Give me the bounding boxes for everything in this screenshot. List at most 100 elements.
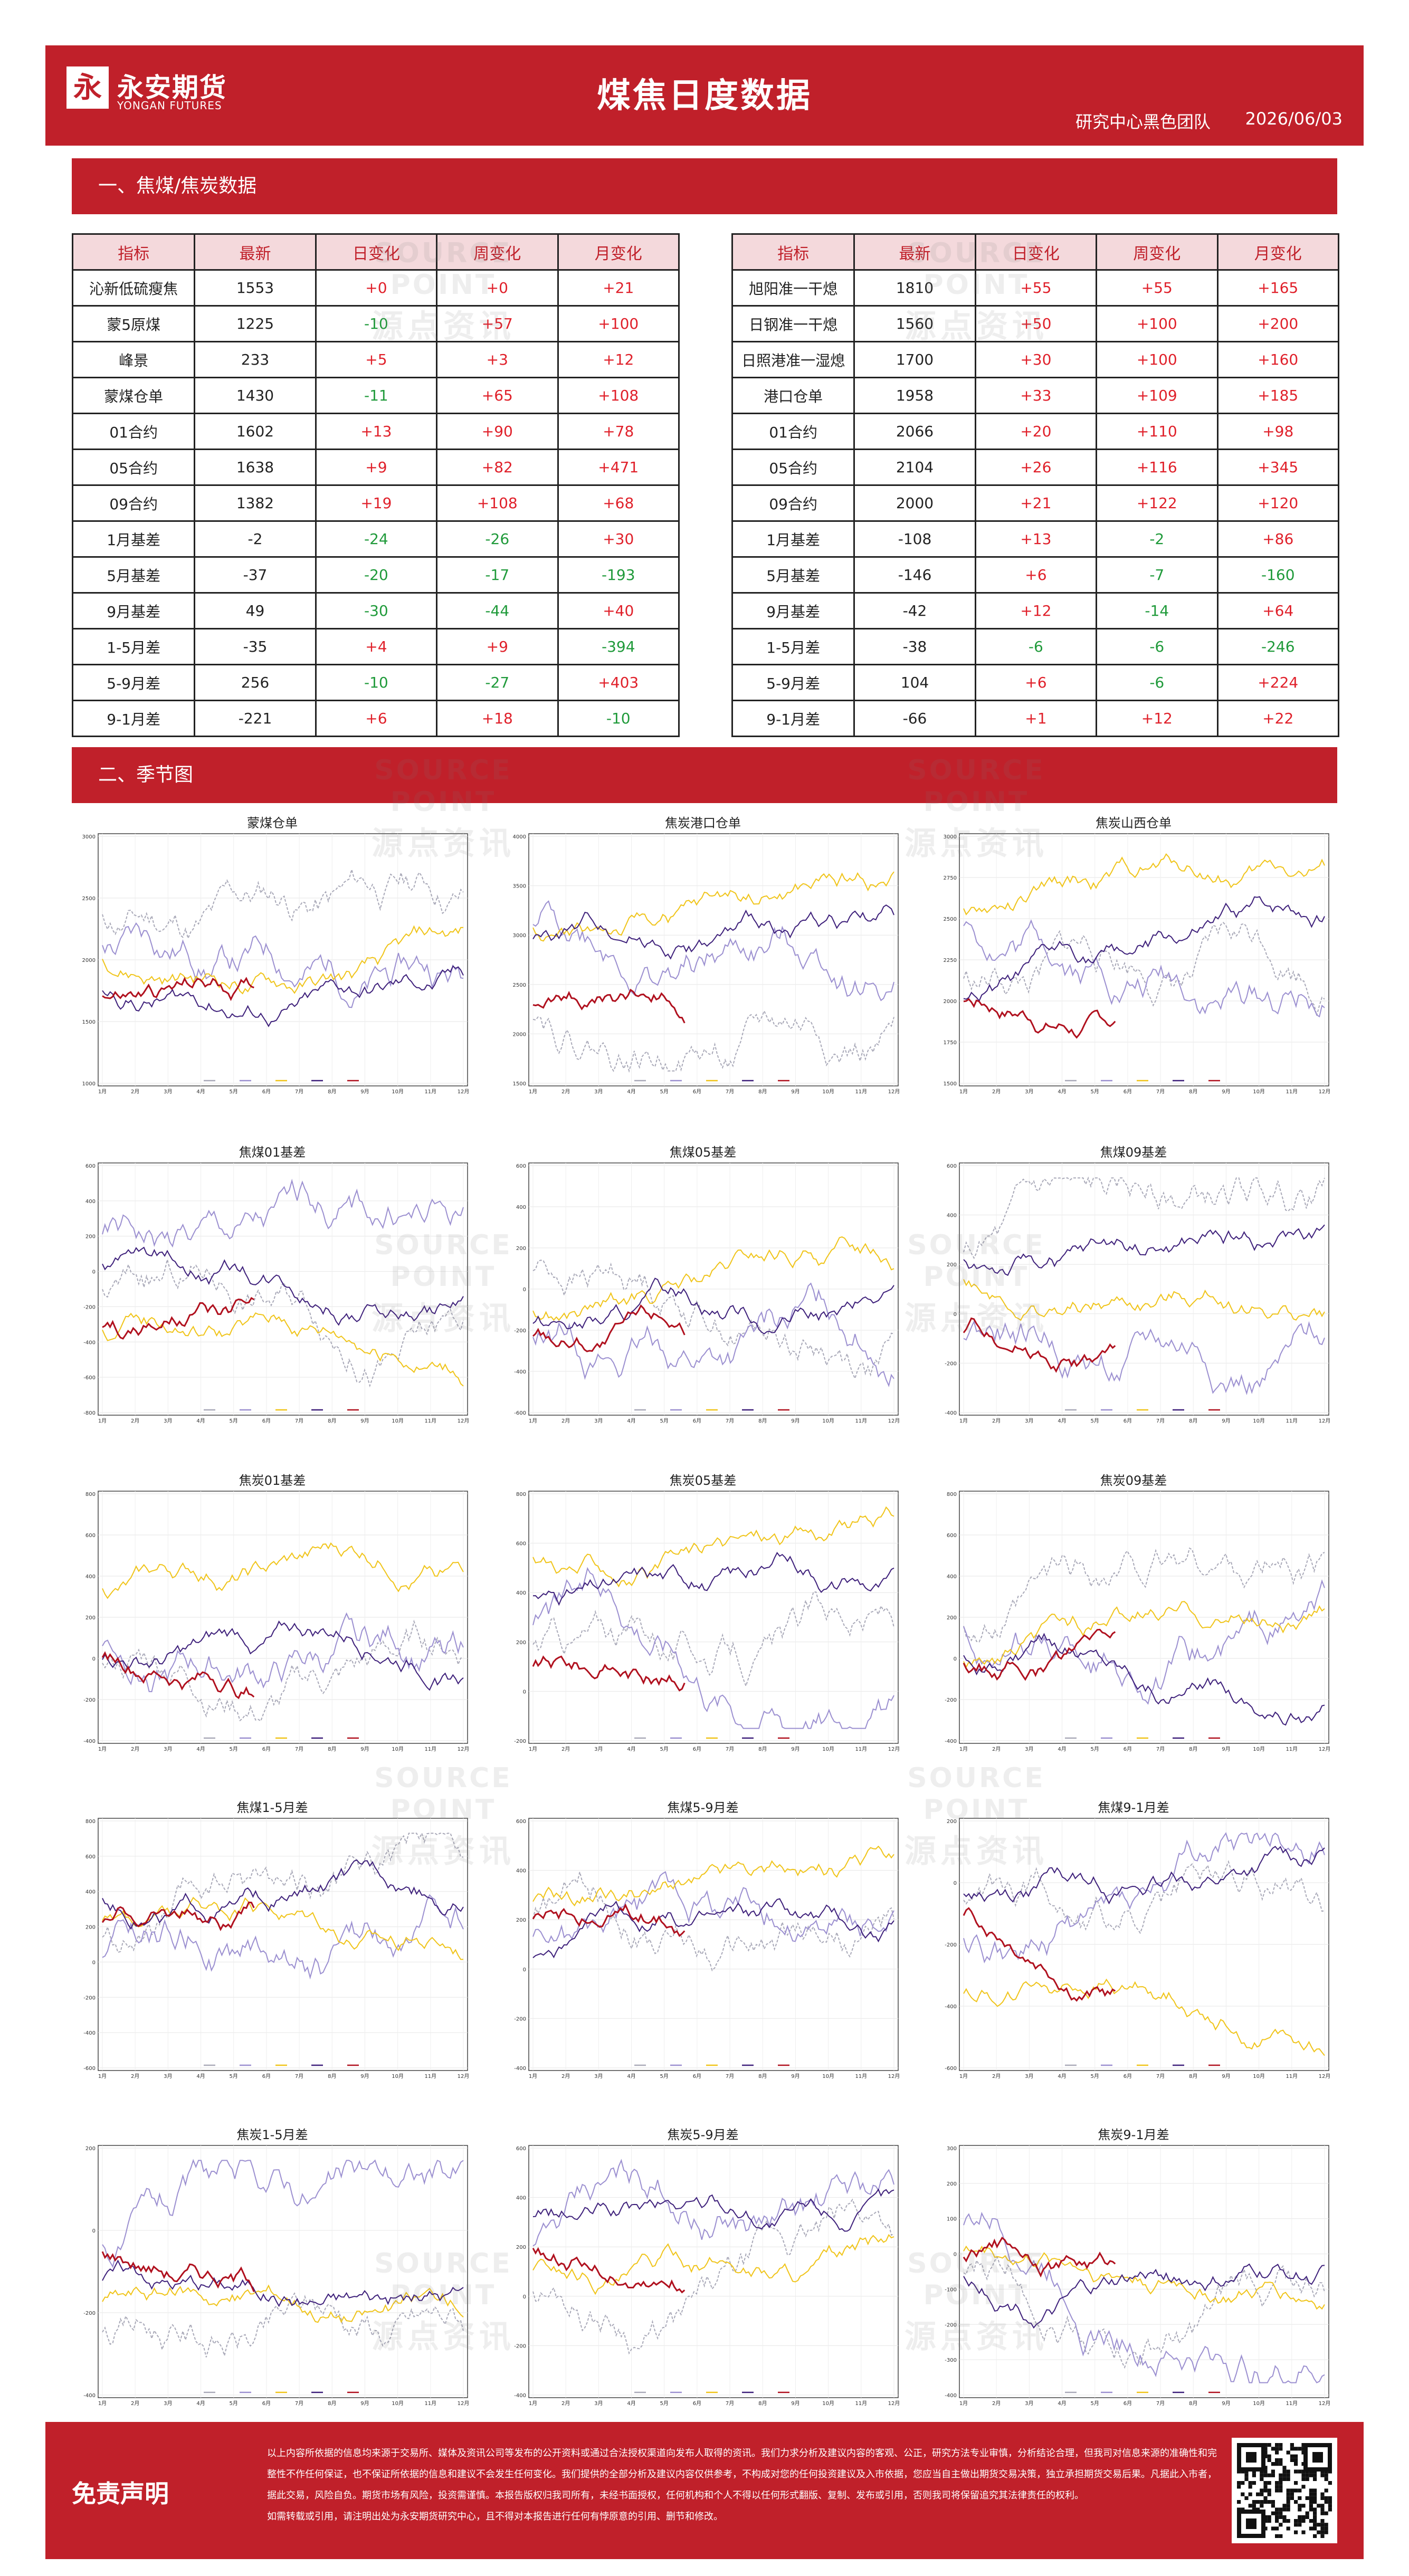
table-row: 日照港准一湿熄 1700 +30 +100 +160 [731,341,1340,378]
change-value: -6 [1096,664,1218,701]
change-value: +19 [315,484,438,522]
seasonal-chart: 焦炭05基差 -200 0 200 400 600 800 1月 2月 3月 4月 5月 6月 7月 8月 9… [502,1470,903,1766]
x-tick-label: 5月 [230,1746,238,1752]
x-tick-label: 1月 [959,2073,968,2079]
y-tick-label: 1000 [82,1081,96,1087]
y-tick-label: 200 [516,1246,526,1252]
indicator-name: 1月基差 [731,520,855,558]
x-tick-label: 5月 [230,1089,238,1095]
series-line [102,1246,464,1326]
y-tick-label: 2000 [944,999,957,1005]
change-value: +26 [974,449,1098,486]
seasonal-chart: 蒙煤仓单 1000 1500 2000 2500 3000 1月 2月 3月 4月 5月 6月 7月 8月… [72,813,473,1108]
x-tick-label: 1月 [959,1089,968,1095]
y-tick-label: 400 [516,2196,526,2201]
change-value: -11 [315,377,438,414]
coke-table: 指标 最新 日变化 周变化 月变化 旭阳准一干熄 1810 +55 +55 +165 日钢准一干熄… [731,233,1340,737]
change-value: +108 [436,484,559,522]
x-tick-label: 5月 [1091,2400,1099,2407]
y-tick-label: 200 [516,1640,526,1646]
series-line [532,2198,894,2355]
y-tick-label: -200 [945,1361,957,1367]
latest-value: 256 [194,664,317,701]
x-tick-label: 3月 [1025,1089,1033,1095]
chart-title: 焦煤09基差 [1100,1145,1167,1160]
indicator-name: 5-9月差 [731,664,855,701]
x-tick-label: 2月 [561,1418,570,1424]
y-tick-label: -200 [514,1739,526,1744]
y-tick-label: 3500 [513,884,526,890]
indicator-name: 港口仓单 [731,377,855,414]
latest-value: 1560 [853,305,976,342]
change-value: -10 [557,700,680,737]
x-tick-label: 5月 [660,2400,669,2407]
x-tick-label: 9月 [791,2400,799,2407]
latest-value: 1638 [194,449,317,486]
table-row: 峰景 233 +5 +3 +12 [71,341,680,378]
column-header: 最新 [194,233,317,271]
x-tick-label: 4月 [1058,2400,1066,2407]
y-tick-label: 400 [85,1199,96,1205]
series-line [102,2159,464,2268]
y-tick-label: 600 [516,1541,526,1547]
series-line [532,1506,894,1588]
x-tick-label: 10月 [392,2073,404,2079]
x-tick-label: 7月 [1156,2400,1165,2407]
x-tick-label: 5月 [230,2400,238,2407]
x-tick-label: 4月 [1058,1418,1066,1424]
y-tick-label: 800 [516,1492,526,1497]
y-tick-label: -400 [83,2030,96,2036]
change-value: +12 [974,592,1098,629]
x-tick-label: 1月 [98,1746,107,1752]
chart-title: 焦煤5-9月差 [667,1800,739,1815]
x-tick-label: 9月 [1222,1418,1230,1424]
x-tick-label: 10月 [1253,1418,1265,1424]
latest-value: -66 [853,700,976,737]
table-row: 9月基差 -42 +12 -14 +64 [731,592,1340,629]
x-tick-label: 11月 [855,2400,867,2407]
x-tick-label: 6月 [1124,2073,1132,2079]
x-tick-label: 5月 [660,1418,669,1424]
x-tick-label: 2月 [561,2400,570,2407]
change-value: +90 [436,413,559,450]
series-line [102,1178,464,1248]
x-tick-label: 3月 [1025,2400,1033,2407]
seasonal-chart: 焦炭9-1月差 -400 -300 -200 -100 0 100 200 300 1月 2月 3月 4… [933,2124,1334,2420]
indicator-name: 1-5月差 [71,628,196,665]
x-tick-label: 9月 [360,1418,369,1424]
x-tick-label: 8月 [328,2400,336,2407]
y-tick-label: 600 [85,1163,96,1169]
x-tick-label: 9月 [791,1746,799,1752]
x-tick-label: 8月 [1189,2073,1197,2079]
qr-code-icon[interactable] [1232,2438,1337,2543]
x-tick-label: 3月 [1025,1746,1033,1752]
y-tick-label: -400 [83,2393,96,2399]
x-tick-label: 4月 [1058,2073,1066,2079]
y-tick-label: 400 [516,1205,526,1210]
logo-mark-icon: 永 [66,66,109,109]
seasonal-chart: 焦炭山西仓单 1500 1750 2000 2250 2500 2750 3000 1月 2月 3月… [933,813,1334,1108]
x-tick-label: 5月 [1091,1746,1099,1752]
x-tick-label: 9月 [1222,1746,1230,1752]
chart-plot: -600 -400 -200 0 200 1月 2月 3月 4月 5月 6月 7月 8月 9月 10月 11月… [945,1818,1330,2079]
latest-value: 1810 [853,269,976,307]
y-tick-label: 3000 [513,933,526,939]
series-line [963,1547,1325,1643]
chart-plot: -400 -200 0 200 400 600 800 1月 2月 3月 4月 5月 6月 7月 8月 9月 1… [83,1491,469,1752]
y-tick-label: -400 [514,2393,526,2399]
x-tick-label: 7月 [295,1089,303,1095]
x-tick-label: 12月 [888,2073,900,2079]
latest-value: -221 [194,700,317,737]
y-tick-label: 0 [954,1881,957,1886]
x-tick-label: 1月 [959,2400,968,2407]
section-title-data: 一、焦煤/焦炭数据 [72,158,1337,214]
table-row: 05合约 2104 +26 +116 +345 [731,449,1340,486]
chart-plot: -400 -200 0 200 1月 2月 3月 4月 5月 6月 7月 8月 9月 10月 11月 12月 [83,2145,469,2407]
series-line [963,2245,1325,2310]
column-header: 周变化 [1096,233,1218,271]
y-tick-label: 800 [85,1819,96,1825]
report-team: 研究中心黑色团队 [1075,112,1211,132]
x-tick-label: 12月 [458,2073,470,2079]
x-tick-label: 6月 [1124,1089,1132,1095]
y-tick-label: -200 [945,1942,957,1948]
